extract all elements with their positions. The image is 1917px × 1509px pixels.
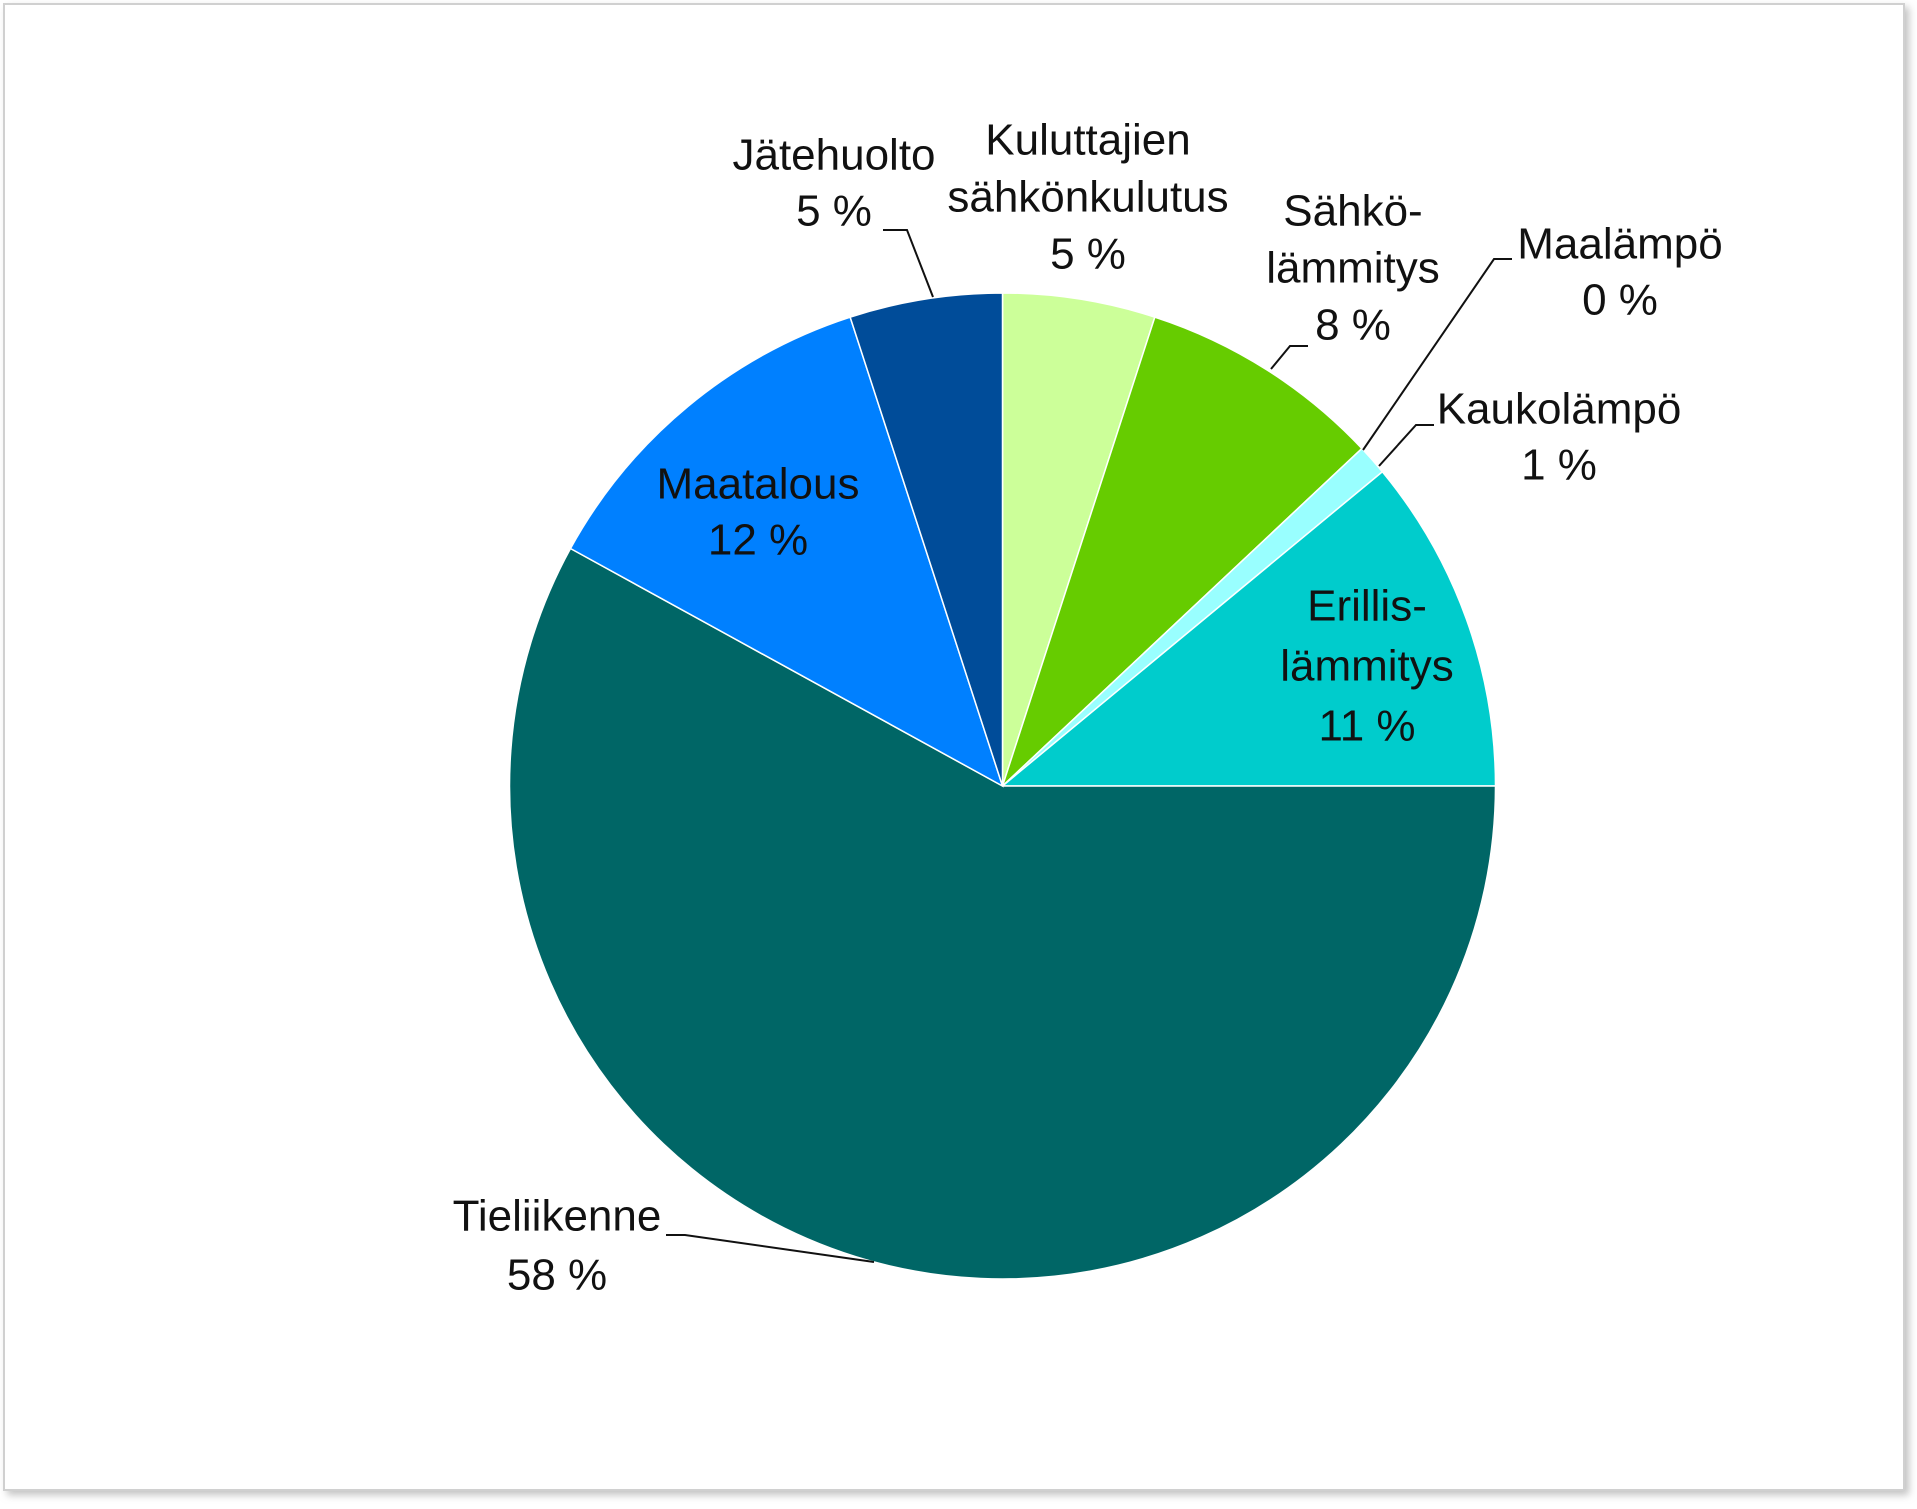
pie-slice xyxy=(1001,316,1363,787)
pie-slice xyxy=(569,316,1004,788)
slice-label: Maalämpö xyxy=(1517,220,1722,269)
labels: Kuluttajien sähkönkulutus 5 % Sähkö-lämmity… xyxy=(453,116,1723,1300)
value-label: 12 % xyxy=(708,516,808,565)
leader-line xyxy=(666,1234,875,1263)
value-label: 0 % xyxy=(1582,276,1658,325)
slice-label: lämmitys xyxy=(1266,244,1440,293)
value-label: 58 % xyxy=(507,1251,607,1300)
slice-label: Maatalous xyxy=(656,460,859,509)
pie-slice xyxy=(508,547,1497,1280)
slice-label: Jätehuolto xyxy=(732,131,935,180)
leader-lines xyxy=(666,229,1512,1263)
pie-slice xyxy=(1000,470,1497,787)
value-label: 5 % xyxy=(796,187,872,236)
slice-label: Tieliikenne xyxy=(453,1192,662,1241)
slice-label: Sähkö- xyxy=(1283,187,1422,236)
pie-slice xyxy=(1001,292,1156,787)
leader-line xyxy=(1270,345,1308,370)
leader-line xyxy=(1362,258,1512,451)
slice-label: Kaukolämpö xyxy=(1437,385,1682,434)
leader-line xyxy=(883,229,934,298)
leader-line xyxy=(1378,424,1434,467)
slice-label: lämmitys xyxy=(1280,642,1454,691)
pie-slice xyxy=(849,292,1004,787)
slice-label: sähkönkulutus xyxy=(947,173,1228,222)
value-label: 8 % xyxy=(1315,301,1391,350)
value-label: 11 % xyxy=(1318,702,1415,751)
slice-label: Kuluttajien xyxy=(985,116,1190,165)
value-label: 5 % xyxy=(1050,230,1126,279)
slice-label: Erillis- xyxy=(1307,582,1427,631)
slices xyxy=(508,292,1497,1280)
value-label: 1 % xyxy=(1521,441,1597,490)
